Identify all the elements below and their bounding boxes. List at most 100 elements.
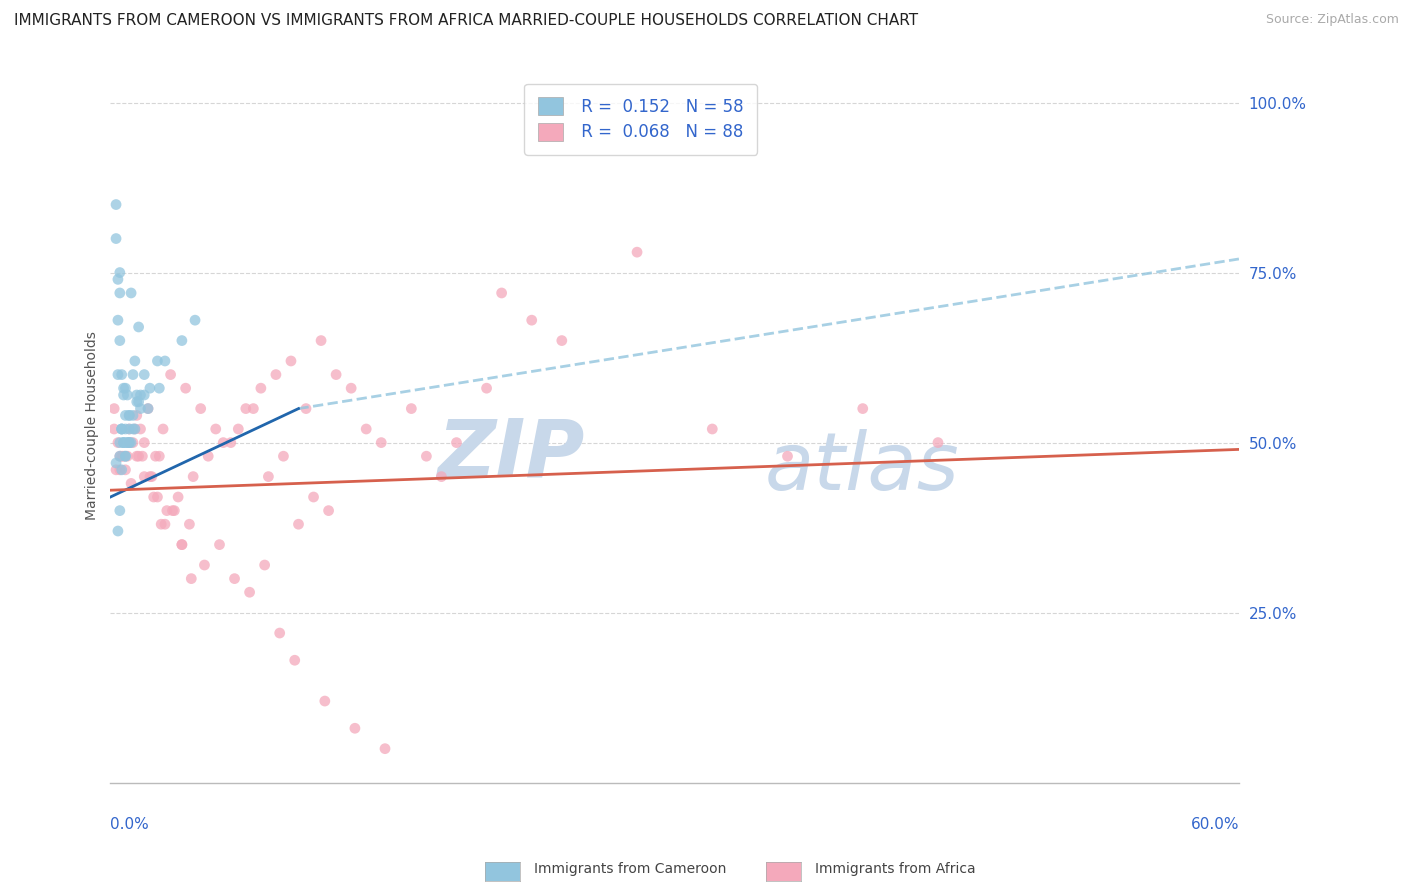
Point xyxy=(415,449,437,463)
Point xyxy=(181,469,204,483)
Point xyxy=(112,388,135,402)
Point xyxy=(128,320,150,334)
Point xyxy=(170,538,193,552)
Point xyxy=(107,272,129,286)
Point xyxy=(212,435,235,450)
Point xyxy=(180,572,202,586)
Point xyxy=(242,401,264,416)
Point xyxy=(114,409,136,423)
Point xyxy=(253,558,276,572)
Point xyxy=(340,381,363,395)
Point xyxy=(111,422,134,436)
Point xyxy=(118,409,141,423)
Point xyxy=(107,524,129,538)
Point xyxy=(118,409,141,423)
Point xyxy=(134,435,156,450)
Point xyxy=(250,381,273,395)
Point xyxy=(118,435,141,450)
Point xyxy=(153,517,176,532)
Point xyxy=(128,449,150,463)
Point xyxy=(284,653,307,667)
Point xyxy=(108,503,131,517)
Text: ZIP: ZIP xyxy=(437,415,585,493)
Point xyxy=(118,435,141,450)
Point xyxy=(852,401,875,416)
Point xyxy=(129,422,152,436)
Point xyxy=(134,469,156,483)
Point xyxy=(235,401,257,416)
Point xyxy=(107,368,129,382)
Point xyxy=(112,435,135,450)
Point xyxy=(108,449,131,463)
Point xyxy=(318,503,340,517)
Point xyxy=(114,449,136,463)
Point xyxy=(105,231,128,245)
Point xyxy=(204,422,226,436)
Point xyxy=(134,368,156,382)
Point xyxy=(112,435,135,450)
Point xyxy=(111,463,134,477)
Point xyxy=(114,463,136,477)
Point xyxy=(122,435,145,450)
Text: IMMIGRANTS FROM CAMEROON VS IMMIGRANTS FROM AFRICA MARRIED-COUPLE HOUSEHOLDS COR: IMMIGRANTS FROM CAMEROON VS IMMIGRANTS F… xyxy=(14,13,918,29)
Point xyxy=(146,490,169,504)
Point xyxy=(343,721,366,735)
Point xyxy=(120,476,142,491)
Point xyxy=(162,503,184,517)
Point xyxy=(125,388,148,402)
Point xyxy=(430,469,453,483)
Point xyxy=(491,285,513,300)
Point xyxy=(927,435,949,450)
Point xyxy=(170,538,193,552)
Point xyxy=(125,449,148,463)
Point xyxy=(118,422,141,436)
Point xyxy=(370,435,392,450)
Point xyxy=(139,469,162,483)
Point xyxy=(702,422,724,436)
Point xyxy=(105,463,128,477)
Point xyxy=(520,313,543,327)
Point xyxy=(163,503,186,517)
Point xyxy=(118,435,141,450)
Point xyxy=(129,388,152,402)
Point xyxy=(295,401,318,416)
Point xyxy=(159,368,181,382)
Point xyxy=(125,394,148,409)
Point xyxy=(105,197,128,211)
Point xyxy=(475,381,498,395)
Point xyxy=(129,401,152,416)
Point xyxy=(112,435,135,450)
Point xyxy=(105,456,128,470)
Point xyxy=(314,694,336,708)
Point xyxy=(108,334,131,348)
Point xyxy=(170,334,193,348)
Point xyxy=(111,422,134,436)
Point xyxy=(111,368,134,382)
Point xyxy=(111,422,134,436)
Point xyxy=(148,381,170,395)
Point xyxy=(103,422,125,436)
Point xyxy=(139,381,162,395)
Point xyxy=(193,558,215,572)
Point xyxy=(354,422,377,436)
Y-axis label: Married-couple Households: Married-couple Households xyxy=(86,331,100,520)
Point xyxy=(120,435,142,450)
Point xyxy=(273,449,295,463)
Point xyxy=(152,422,174,436)
Text: Immigrants from Cameroon: Immigrants from Cameroon xyxy=(534,862,727,876)
Point xyxy=(108,463,131,477)
Point xyxy=(208,538,231,552)
Point xyxy=(239,585,262,599)
Point xyxy=(114,422,136,436)
Point xyxy=(124,422,146,436)
Point xyxy=(626,245,648,260)
Text: atlas: atlas xyxy=(765,429,960,508)
Point xyxy=(146,354,169,368)
Point xyxy=(190,401,212,416)
Point xyxy=(107,313,129,327)
Point xyxy=(136,401,159,416)
Text: Immigrants from Africa: Immigrants from Africa xyxy=(815,862,976,876)
Point xyxy=(118,422,141,436)
Point xyxy=(114,381,136,395)
Legend:  R =  0.152   N = 58,  R =  0.068   N = 88: R = 0.152 N = 58, R = 0.068 N = 88 xyxy=(524,84,756,154)
